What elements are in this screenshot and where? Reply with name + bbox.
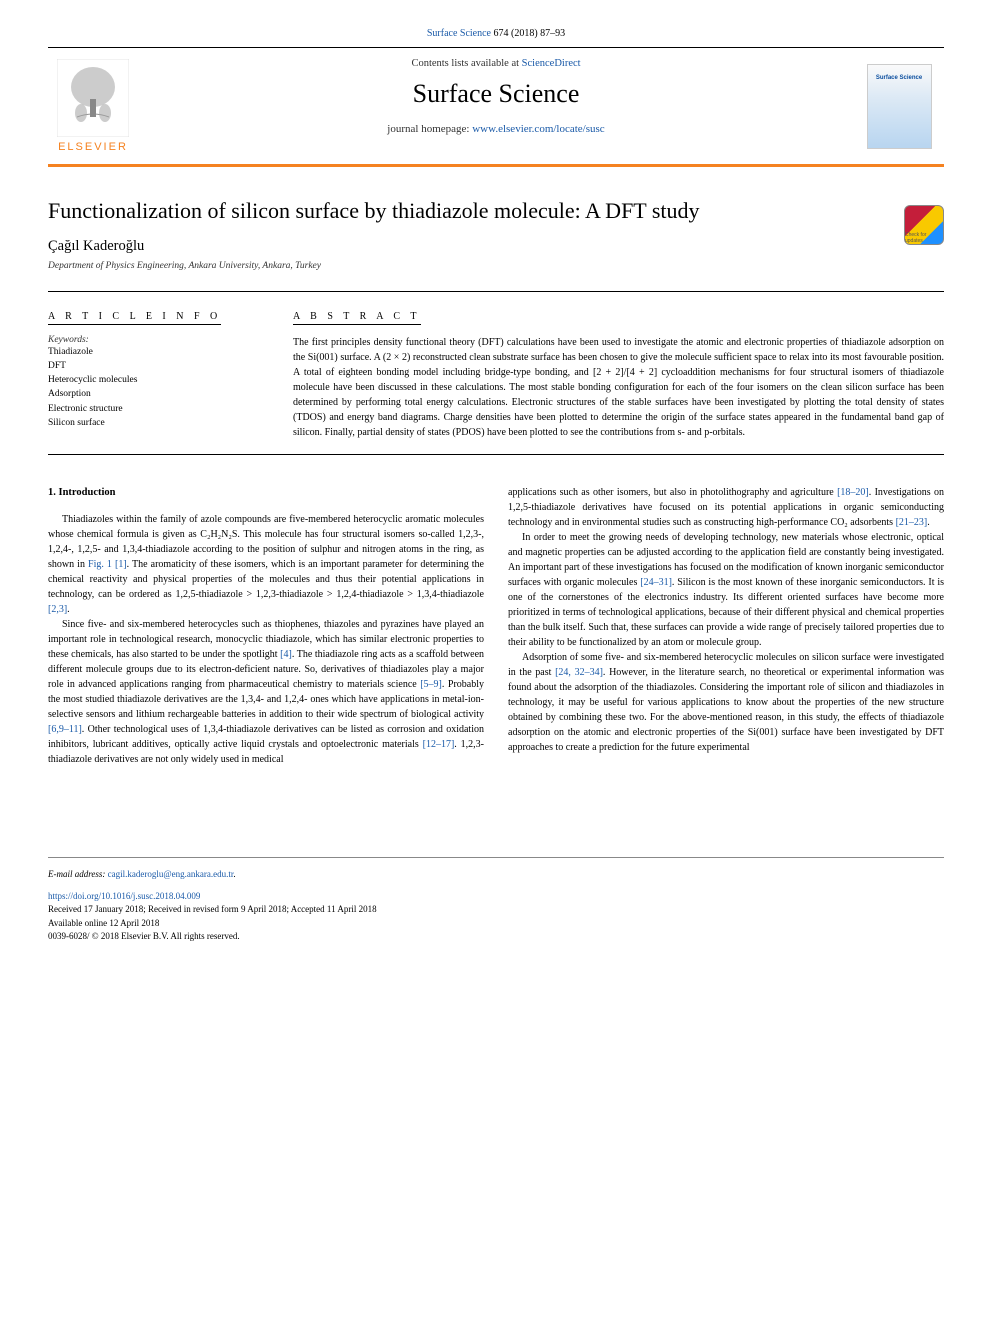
citation-link[interactable]: [18–20] <box>837 487 869 498</box>
citation-link[interactable]: [2,3] <box>48 604 67 615</box>
top-journal-link[interactable]: Surface Science <box>427 28 491 39</box>
doi-link[interactable]: https://doi.org/10.1016/j.susc.2018.04.0… <box>48 891 200 901</box>
cover-text: Surface Science <box>868 75 931 81</box>
paragraph: Thiadiazoles within the family of azole … <box>48 512 484 617</box>
citation-link[interactable]: [24, 32–34] <box>555 667 603 678</box>
footer: E-mail address: cagil.kaderoglu@eng.anka… <box>48 857 944 944</box>
elsevier-logo[interactable]: ELSEVIER <box>48 48 138 164</box>
article-info-row: A R T I C L E I N F O Keywords: Thiadiaz… <box>48 291 944 455</box>
keyword: Adsorption <box>48 387 263 401</box>
citation-link[interactable]: [24–31] <box>640 577 672 588</box>
journal-header: ELSEVIER Contents lists available at Sci… <box>48 47 944 167</box>
email-link[interactable]: cagil.kaderoglu@eng.ankara.edu.tr <box>108 869 234 879</box>
keyword: Thiadiazole <box>48 345 263 359</box>
email-label: E-mail address: <box>48 869 108 879</box>
author-name: Çağıl Kaderoğlu <box>48 238 944 255</box>
keyword: Electronic structure <box>48 402 263 416</box>
citation-link[interactable]: [12–17] <box>423 739 455 750</box>
citation-link[interactable]: [5–9] <box>420 679 442 690</box>
journal-cover[interactable]: Surface Science <box>854 48 944 164</box>
header-center: Contents lists available at ScienceDirec… <box>138 48 854 164</box>
top-citation-text: 674 (2018) 87–93 <box>491 28 565 39</box>
keyword: Silicon surface <box>48 416 263 430</box>
available-online: Available online 12 April 2018 <box>48 917 944 931</box>
citation-link[interactable]: [21–23] <box>896 517 928 528</box>
elsevier-text: ELSEVIER <box>58 141 128 153</box>
abstract-text: The first principles density functional … <box>293 335 944 440</box>
article-info-left: A R T I C L E I N F O Keywords: Thiadiaz… <box>48 292 263 454</box>
paragraph: applications such as other isomers, but … <box>508 485 944 530</box>
abstract-heading: A B S T R A C T <box>293 311 421 325</box>
text: . <box>67 604 70 615</box>
right-column: applications such as other isomers, but … <box>508 485 944 768</box>
body-columns: 1. Introduction Thiadiazoles within the … <box>48 485 944 768</box>
paragraph: Since five- and six-membered heterocycle… <box>48 617 484 767</box>
cover-thumbnail: Surface Science <box>867 64 932 149</box>
top-citation: Surface Science 674 (2018) 87–93 <box>48 0 944 47</box>
section-heading: 1. Introduction <box>48 485 484 501</box>
article-title: Functionalization of silicon surface by … <box>48 197 944 226</box>
abstract-block: A B S T R A C T The first principles den… <box>293 292 944 454</box>
paragraph: In order to meet the growing needs of de… <box>508 530 944 650</box>
crossmark-label: Check for updates <box>905 232 943 244</box>
keyword: DFT <box>48 359 263 373</box>
text: applications such as other isomers, but … <box>508 487 837 498</box>
citation-link[interactable]: [6,9–11] <box>48 724 82 735</box>
homepage-prefix: journal homepage: <box>387 123 472 135</box>
article-header: Functionalization of silicon surface by … <box>48 197 944 271</box>
journal-title: Surface Science <box>138 79 854 109</box>
left-column: 1. Introduction Thiadiazoles within the … <box>48 485 484 768</box>
text: . However, in the literature search, no … <box>508 667 944 753</box>
contents-prefix: Contents lists available at <box>411 58 521 69</box>
text: . <box>927 517 930 528</box>
citation-link[interactable]: [1] <box>112 559 127 570</box>
crossmark-badge[interactable]: Check for updates <box>904 205 944 245</box>
keyword: Heterocyclic molecules <box>48 373 263 387</box>
copyright: 0039-6028/ © 2018 Elsevier B.V. All righ… <box>48 930 944 944</box>
received-dates: Received 17 January 2018; Received in re… <box>48 903 944 917</box>
article-info-heading: A R T I C L E I N F O <box>48 311 221 325</box>
sciencedirect-link[interactable]: ScienceDirect <box>522 58 581 69</box>
citation-link[interactable]: [4] <box>280 649 292 660</box>
keywords-label: Keywords: <box>48 335 263 345</box>
author-affiliation: Department of Physics Engineering, Ankar… <box>48 261 944 271</box>
homepage-link[interactable]: www.elsevier.com/locate/susc <box>472 123 604 135</box>
figure-ref[interactable]: Fig. 1 <box>88 559 112 570</box>
paragraph: Adsorption of some five- and six-membere… <box>508 650 944 755</box>
elsevier-tree-icon <box>57 59 129 137</box>
text: . Other technological uses of 1,3,4-thia… <box>48 724 484 750</box>
